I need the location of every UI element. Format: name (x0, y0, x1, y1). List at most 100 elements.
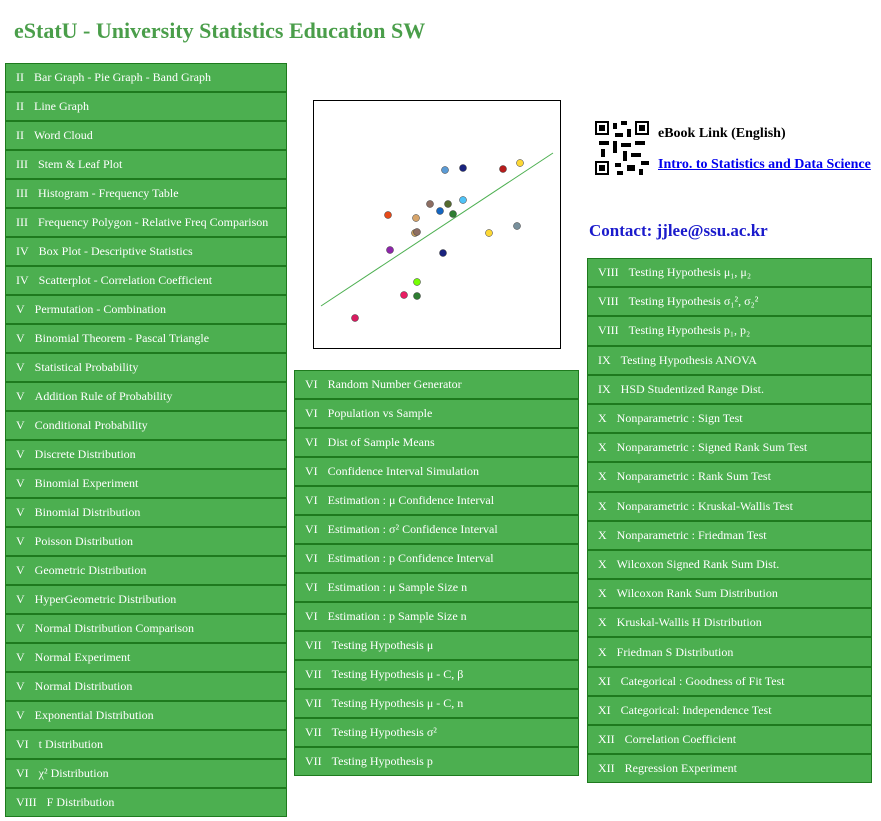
menu-button[interactable]: V Poisson Distribution (5, 527, 287, 556)
menu-button[interactable]: IX HSD Studentized Range Dist. (587, 374, 872, 404)
menu-button[interactable]: XII Regression Experiment (587, 754, 872, 784)
menu-button[interactable]: VI Estimation : p Confidence Interval (294, 544, 579, 573)
menu-button[interactable]: X Nonparametric : Friedman Test (587, 520, 872, 550)
chapter: XI (598, 702, 611, 717)
left-menu: II Bar Graph - Pie Graph - Band Graph II Li… (5, 63, 287, 817)
menu-button[interactable]: VIII Testing Hypothesis μ₁, μ₂ (587, 258, 872, 288)
chapter: XI (598, 673, 611, 688)
menu-button[interactable]: V Conditional Probability (5, 411, 287, 440)
menu-button[interactable]: XII Correlation Coefficient (587, 725, 872, 755)
menu-label: Statistical Probability (34, 360, 139, 374)
menu-label: Wilcoxon Signed Rank Sum Dist. (616, 556, 780, 571)
menu-button[interactable]: VI Dist of Sample Means (294, 428, 579, 457)
menu-button[interactable]: IX Testing Hypothesis ANOVA (587, 345, 872, 375)
menu-button[interactable]: II Word Cloud (5, 121, 287, 150)
chapter: IX (598, 352, 611, 367)
ebook-link[interactable]: Intro. to Statistics and Data Science (658, 157, 871, 172)
menu-label: Correlation Coefficient (624, 732, 737, 747)
contact: Contact: jjlee@ssu.ac.kr (589, 221, 768, 240)
menu-button[interactable]: V Permutation - Combination (5, 295, 287, 324)
menu-button[interactable]: VI Estimation : p Sample Size n (294, 602, 579, 631)
menu-button[interactable]: V Binomial Distribution (5, 498, 287, 527)
chapter: VI (305, 580, 318, 594)
chapter: X (598, 469, 607, 484)
menu-label: Testing Hypothesis ANOVA (620, 352, 757, 367)
menu-button[interactable]: V Normal Experiment (5, 643, 287, 672)
menu-button[interactable]: V Exponential Distribution (5, 701, 287, 730)
menu-button[interactable]: VIII Testing Hypothesis σ₁², σ₂² (587, 287, 872, 317)
menu-button[interactable]: VII Testing Hypothesis p (294, 747, 579, 776)
menu-label: Nonparametric : Signed Rank Sum Test (616, 440, 808, 455)
menu-button[interactable]: V Normal Distribution (5, 672, 287, 701)
menu-button[interactable]: III Stem & Leaf Plot (5, 150, 287, 179)
points (351, 159, 524, 322)
regression-line (320, 152, 554, 307)
chapter: V (16, 592, 25, 606)
menu-button[interactable]: VI Population vs Sample (294, 399, 579, 428)
chapter: V (16, 302, 25, 316)
menu-label: Estimation : σ² Confidence Interval (327, 522, 498, 536)
menu-button[interactable]: III Histogram - Frequency Table (5, 179, 287, 208)
menu-button[interactable]: V Binomial Experiment (5, 469, 287, 498)
menu-button[interactable]: V HyperGeometric Distribution (5, 585, 287, 614)
menu-button[interactable]: X Friedman S Distribution (587, 637, 872, 667)
menu-button[interactable]: X Nonparametric : Signed Rank Sum Test (587, 433, 872, 463)
menu-button[interactable]: X Wilcoxon Signed Rank Sum Dist. (587, 549, 872, 580)
menu-button[interactable]: VII Testing Hypothesis μ - C, n (294, 689, 579, 718)
menu-label: Wilcoxon Rank Sum Distribution (616, 586, 778, 601)
menu-label: Estimation : p Sample Size n (327, 609, 467, 623)
menu-button[interactable]: XI Categorical : Goodness of Fit Test (587, 666, 872, 696)
menu-button[interactable]: VII Testing Hypothesis σ² (294, 718, 579, 747)
menu-label: Nonparametric : Sign Test (616, 411, 743, 426)
menu-button[interactable]: V Statistical Probability (5, 353, 287, 382)
menu-button[interactable]: IV Box Plot - Descriptive Statistics (5, 237, 287, 266)
menu-button[interactable]: VI Estimation : μ Sample Size n (294, 573, 579, 602)
menu-button[interactable]: II Line Graph (5, 92, 287, 121)
menu-label: Permutation - Combination (34, 302, 166, 316)
qr-code[interactable] (595, 121, 649, 175)
menu-button[interactable]: V Normal Distribution Comparison (5, 614, 287, 643)
menu-button[interactable]: X Kruskal-Wallis H Distribution (587, 608, 872, 638)
menu-button[interactable]: X Nonparametric : Kruskal-Wallis Test (587, 491, 872, 521)
menu-label: Categorical: Independence Test (620, 702, 772, 717)
chapter: X (598, 411, 607, 426)
menu-button[interactable]: X Nonparametric : Sign Test (587, 403, 872, 434)
menu-label: Estimation : p Confidence Interval (327, 551, 494, 565)
menu-button[interactable]: X Wilcoxon Rank Sum Distribution (587, 579, 872, 609)
menu-button[interactable]: VIII Testing Hypothesis p₁, p₂ (587, 316, 872, 346)
chapter: V (16, 331, 25, 345)
menu-button[interactable]: IV Scatterplot - Correlation Coefficient (5, 266, 287, 295)
menu-button[interactable]: V Geometric Distribution (5, 556, 287, 585)
menu-label: Bar Graph - Pie Graph - Band Graph (34, 70, 211, 84)
menu-label: Estimation : μ Confidence Interval (327, 493, 495, 507)
menu-button[interactable]: VI Confidence Interval Simulation (294, 457, 579, 486)
chapter: X (598, 615, 607, 630)
menu-button[interactable]: VI Estimation : μ Confidence Interval (294, 486, 579, 515)
menu-button[interactable]: V Binomial Theorem - Pascal Triangle (5, 324, 287, 353)
menu-label: Testing Hypothesis p₁, p₂ (628, 323, 751, 338)
menu-button[interactable]: II Bar Graph - Pie Graph - Band Graph (5, 63, 287, 92)
menu-button[interactable]: V Discrete Distribution (5, 440, 287, 469)
menu-label: Frequency Polygon - Relative Freq Compar… (38, 215, 269, 229)
chapter: V (16, 563, 25, 577)
menu-button[interactable]: VI Estimation : σ² Confidence Interval (294, 515, 579, 544)
menu-button[interactable]: X Nonparametric : Rank Sum Test (587, 462, 872, 492)
menu-button[interactable]: VI t Distribution (5, 730, 287, 759)
menu-label: Testing Hypothesis σ₁², σ₂² (628, 294, 759, 309)
menu-button[interactable]: VI Random Number Generator (294, 370, 579, 399)
menu-button[interactable]: VIII F Distribution (5, 788, 287, 817)
chapter: V (16, 447, 25, 461)
chapter: VII (305, 725, 322, 739)
menu-button[interactable]: VII Testing Hypothesis μ - C, β (294, 660, 579, 689)
menu-button[interactable]: V Addition Rule of Probability (5, 382, 287, 411)
chapter: X (598, 644, 607, 659)
menu-button[interactable]: VII Testing Hypothesis μ (294, 631, 579, 660)
chapter: VI (305, 377, 318, 391)
menu-button[interactable]: III Frequency Polygon - Relative Freq Com… (5, 208, 287, 237)
menu-button[interactable]: VI χ² Distribution (5, 759, 287, 788)
chapter: VI (305, 522, 318, 536)
menu-button[interactable]: XI Categorical: Independence Test (587, 695, 872, 725)
menu-label: Kruskal-Wallis H Distribution (616, 615, 762, 630)
menu-label: Binomial Distribution (34, 505, 141, 519)
